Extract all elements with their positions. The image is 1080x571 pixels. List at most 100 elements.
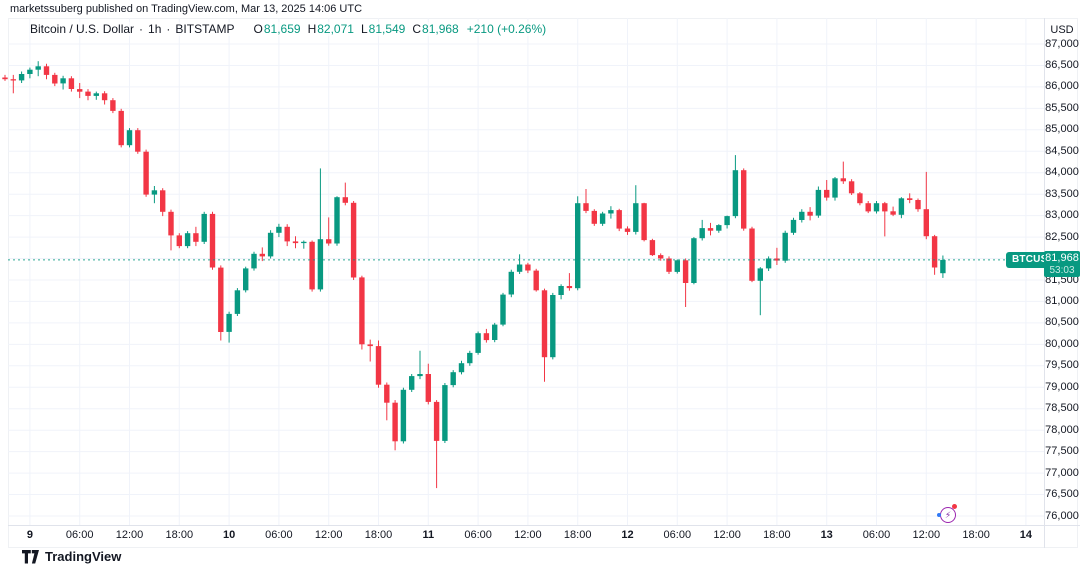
candle-down <box>907 198 913 200</box>
time-scale[interactable]: 9 06:00 12:00 18:00 10 06:00 12:00 18:00 11 06:00… <box>0 529 1044 548</box>
price-tick-label: 78,500 <box>1045 402 1079 415</box>
interval-label[interactable]: 1h <box>148 22 162 36</box>
candle-down <box>384 384 390 403</box>
candle-down <box>68 78 75 89</box>
candle-up <box>500 294 506 325</box>
candle-down <box>135 130 141 152</box>
candle-up <box>60 78 66 84</box>
events-marker[interactable]: ⚡ <box>937 504 957 523</box>
candle-up <box>27 69 33 74</box>
candle-up <box>458 363 465 373</box>
candle-down <box>658 255 664 259</box>
tradingview-logo-icon <box>22 549 39 563</box>
candle-up <box>790 219 797 233</box>
candle-up <box>409 376 415 390</box>
price-tick-label: 86,000 <box>1045 80 1079 93</box>
price-tick-label: 81,000 <box>1045 294 1079 307</box>
tradingview-logo-text: TradingView <box>45 549 122 564</box>
attribution-site-link[interactable]: TradingView.com <box>151 3 235 15</box>
attribution-bar: marketssuberg published on TradingView.c… <box>10 3 362 15</box>
time-tick-label: 12:00 <box>713 529 741 541</box>
candle-down <box>624 228 631 232</box>
candle-down <box>375 346 382 385</box>
candle-down <box>824 189 830 198</box>
price-tick-label: 80,000 <box>1045 337 1079 350</box>
candle-down <box>218 267 224 332</box>
candle-down <box>284 226 290 242</box>
close-value: 81,968 <box>422 22 459 36</box>
time-tick-label: 06:00 <box>862 529 891 541</box>
close-label: C <box>412 22 422 36</box>
price-tick-label: 77,000 <box>1045 466 1079 479</box>
candle-up <box>674 260 680 272</box>
time-tick-label: 11 <box>422 529 435 541</box>
time-tick-label: 06:00 <box>663 529 692 541</box>
candle-down <box>85 91 91 96</box>
candle-up <box>815 189 822 216</box>
candle-down <box>666 258 672 272</box>
candle-down <box>193 233 199 242</box>
time-tick-label: 18:00 <box>563 529 592 541</box>
candle-down <box>865 203 871 212</box>
candle-down <box>533 270 539 291</box>
candle-up <box>558 286 564 295</box>
price-tick-label: 79,000 <box>1045 380 1079 393</box>
candle-up <box>691 238 697 283</box>
candle-up <box>940 259 946 274</box>
price-tick-label: 77,500 <box>1045 445 1079 458</box>
attribution-username-link[interactable]: marketssuberg <box>10 3 83 15</box>
candle-up <box>126 130 133 146</box>
candle-up <box>201 213 207 242</box>
symbol-title[interactable]: Bitcoin / U.S. Dollar <box>30 22 135 36</box>
price-tick-label: 83,000 <box>1045 209 1079 222</box>
time-tick-label: 9 <box>26 529 33 541</box>
candle-up <box>799 211 805 220</box>
time-tick-label: 18:00 <box>364 529 393 541</box>
candle-down <box>77 89 83 92</box>
candle-down <box>326 239 332 244</box>
price-tick-label: 84,000 <box>1045 166 1079 179</box>
candle-down <box>43 66 50 75</box>
candle-up <box>782 232 788 261</box>
ohlc-values: O 81,659 H 82,071 L 81,549 C 81,968 +210 (+0… <box>247 22 547 36</box>
event-blue-dot <box>937 513 941 517</box>
exchange-label[interactable]: BITSTAMP <box>175 22 235 36</box>
price-tick-label: 85,500 <box>1045 101 1079 114</box>
time-tick-label: 12:00 <box>514 529 542 541</box>
candle-down <box>209 213 216 268</box>
price-tick-label: 76,000 <box>1045 509 1079 522</box>
open-label: O <box>253 22 263 36</box>
candle-up <box>400 389 407 442</box>
candle-up <box>301 241 307 244</box>
candle-up <box>599 213 606 224</box>
candle-down <box>2 77 8 80</box>
candle-down <box>168 211 174 236</box>
candle-up <box>450 372 456 386</box>
tradingview-logo[interactable]: TradingView <box>22 549 121 564</box>
bar-countdown: 53:03 <box>1049 265 1075 277</box>
candle-down <box>774 258 780 261</box>
candle-down <box>915 200 921 210</box>
candle-down <box>641 203 647 241</box>
price-tick-label: 76,500 <box>1045 488 1079 500</box>
time-tick-label: 12:00 <box>115 529 144 541</box>
candle-down <box>566 286 573 289</box>
time-tick-label: 18:00 <box>165 529 194 541</box>
price-scale[interactable]: USD 87,000 86,500 86,000 85,500 85,000 84,500… <box>1044 0 1080 548</box>
candle-up <box>467 352 473 364</box>
candle-up <box>699 228 705 239</box>
candle-up <box>873 203 880 212</box>
candle-down <box>857 193 863 204</box>
candle-up <box>93 93 99 96</box>
candle-up <box>243 268 249 291</box>
candle-up <box>18 74 25 81</box>
candle-up <box>550 295 556 358</box>
candle-down <box>433 401 440 441</box>
candle-down <box>583 203 589 211</box>
time-tick-label: 18:00 <box>962 529 990 541</box>
price-tick-label: 78,000 <box>1045 423 1079 436</box>
candle-up <box>35 66 41 70</box>
candle-up <box>417 374 423 377</box>
